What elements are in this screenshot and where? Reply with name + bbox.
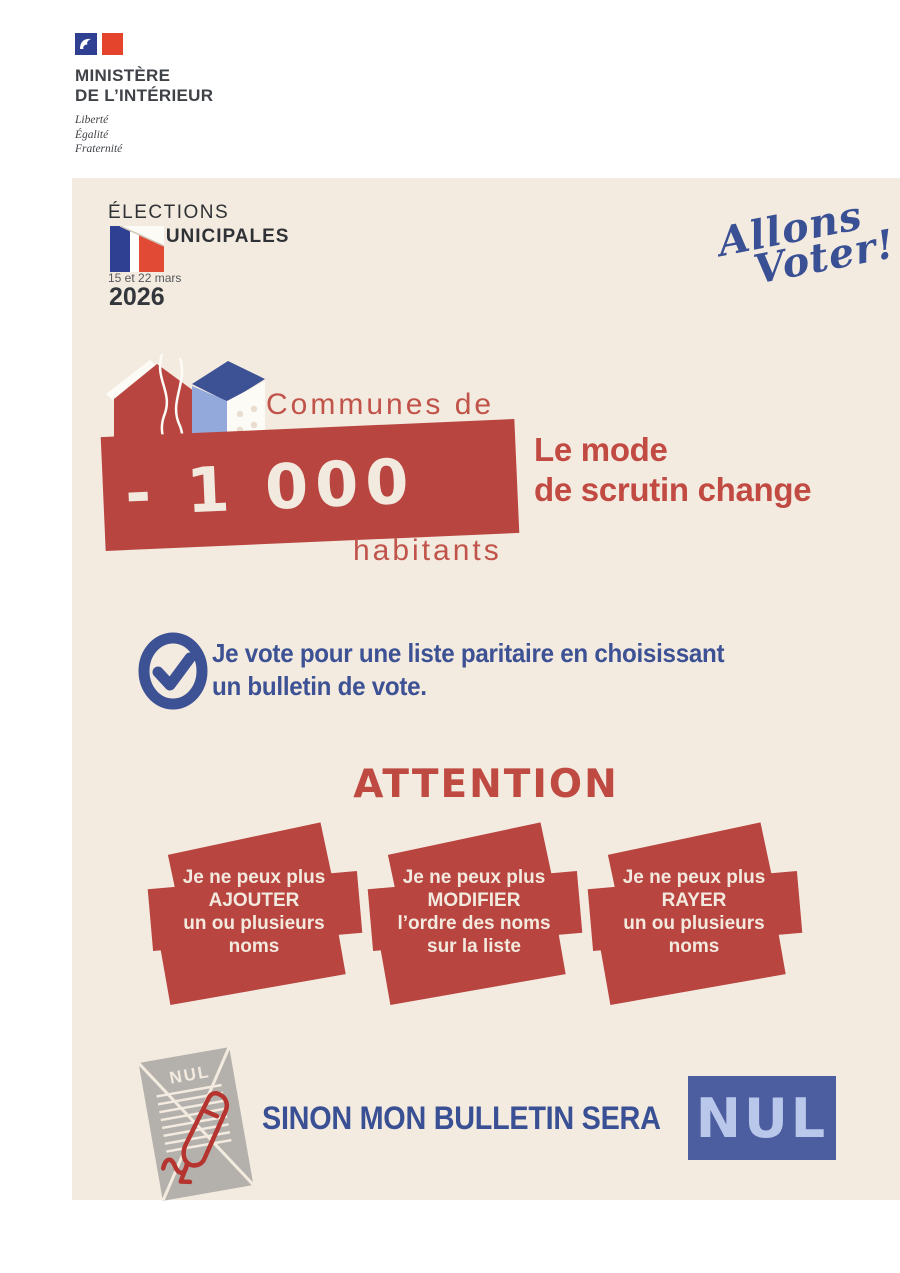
hero-prefix: Communes de bbox=[266, 388, 495, 421]
flag-sticker-icon bbox=[110, 226, 164, 272]
ministry-name-line1: MINISTÈRE bbox=[75, 66, 171, 85]
check-icon bbox=[138, 632, 208, 710]
motto-line2: Égalité bbox=[75, 128, 109, 141]
headline-line2: de scrutin change bbox=[534, 471, 812, 508]
headline: Le mode de scrutin change bbox=[534, 430, 812, 510]
attention-title: ATTENTION bbox=[353, 762, 619, 807]
event-line2: MUNICIPALES bbox=[149, 226, 290, 247]
ribbon-text: Je ne peux plus AJOUTER un ou plusieurs … bbox=[156, 866, 352, 958]
population-value: - 1 000 bbox=[123, 443, 417, 530]
ribbon-text: Je ne peux plus MODIFIER l’ordre des nom… bbox=[376, 866, 572, 958]
ministry-motto: Liberté Égalité Fraternité bbox=[75, 113, 213, 157]
hero-suffix: habitants bbox=[353, 534, 502, 567]
ministry-logo-block: MINISTÈRE DE L’INTÉRIEUR Liberté Égalité… bbox=[75, 33, 213, 157]
attention-ribbon-rayer: Je ne peux plus RAYER un ou plusieurs no… bbox=[587, 822, 803, 1012]
rule-text: Je vote pour une liste paritaire en choi… bbox=[212, 637, 725, 703]
ribbon-line: sur la liste bbox=[427, 936, 521, 957]
ribbon-keyword: RAYER bbox=[661, 890, 727, 911]
ribbon-line: un ou plusieurs bbox=[623, 913, 765, 934]
nul-badge-text: NUL bbox=[695, 1086, 829, 1150]
event-title: ÉLECTIONS MUNICIPALES bbox=[108, 202, 289, 248]
ribbon-keyword: MODIFIER bbox=[427, 890, 521, 911]
nul-badge: NUL bbox=[688, 1076, 836, 1160]
population-banner: - 1 000 bbox=[100, 419, 520, 551]
rule-line1: Je vote pour une liste paritaire en choi… bbox=[212, 638, 725, 668]
motto-line3: Fraternité bbox=[75, 143, 123, 155]
event-dates: 15 et 22 mars bbox=[108, 271, 182, 285]
poster-panel: ÉLECTIONS MUNICIPALES 15 et 22 mars 2026… bbox=[72, 178, 900, 1202]
motto-line1: Liberté bbox=[75, 114, 109, 126]
ministry-name: MINISTÈRE DE L’INTÉRIEUR bbox=[75, 66, 213, 106]
french-flag-icon bbox=[75, 33, 123, 55]
ribbon-keyword: AJOUTER bbox=[208, 890, 300, 911]
headline-line1: Le mode bbox=[534, 431, 668, 468]
ribbon-line: noms bbox=[668, 936, 720, 957]
attention-ribbon-modifier: Je ne peux plus MODIFIER l’ordre des nom… bbox=[367, 822, 583, 1012]
footer-message: SINON MON BULLETIN SERA bbox=[262, 1100, 661, 1136]
ribbon-line: l’ordre des noms bbox=[397, 913, 551, 934]
ribbon-line: noms bbox=[228, 936, 280, 957]
event-year: 2026 bbox=[109, 283, 165, 311]
ribbon-line: Je ne peux plus bbox=[402, 867, 546, 888]
ribbon-line: un ou plusieurs bbox=[183, 913, 325, 934]
allons-voter-logo: Allons Voter! bbox=[714, 185, 900, 296]
event-line1: ÉLECTIONS bbox=[108, 202, 230, 223]
nul-ballot-icon: NUL bbox=[137, 1046, 255, 1202]
attention-ribbon-ajouter: Je ne peux plus AJOUTER un ou plusieurs … bbox=[147, 822, 363, 1012]
ribbon-text: Je ne peux plus RAYER un ou plusieurs no… bbox=[596, 866, 792, 958]
rule-line2: un bulletin de vote. bbox=[212, 671, 427, 701]
ribbon-line: Je ne peux plus bbox=[622, 867, 766, 888]
ministry-name-line2: DE L’INTÉRIEUR bbox=[75, 86, 214, 105]
ribbon-line: Je ne peux plus bbox=[182, 867, 326, 888]
